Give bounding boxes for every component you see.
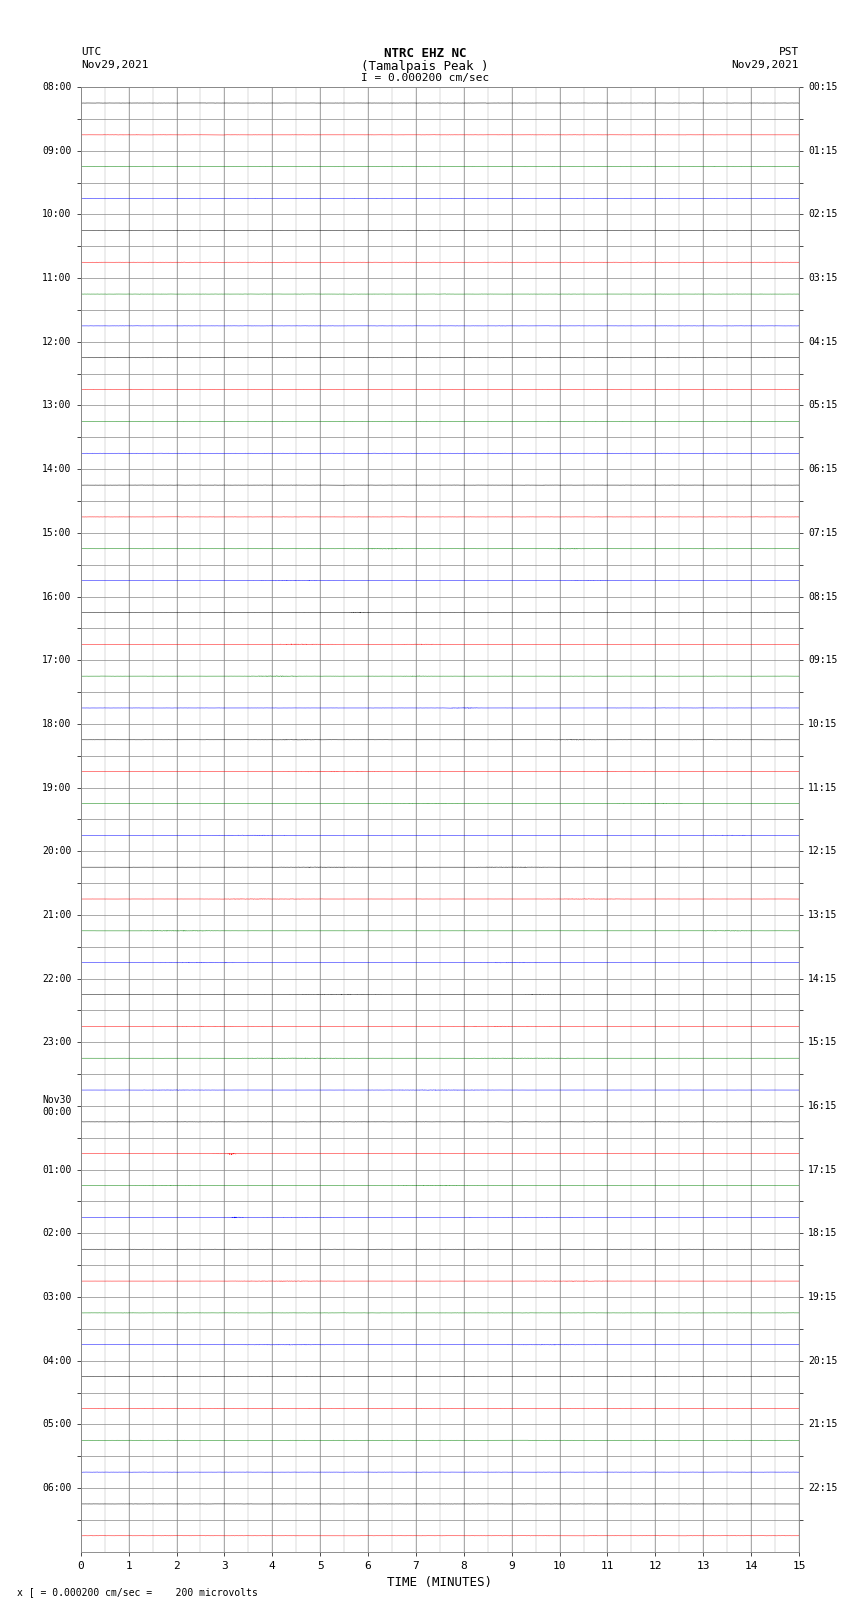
Text: Nov29,2021: Nov29,2021 xyxy=(81,60,148,69)
Text: NTRC EHZ NC: NTRC EHZ NC xyxy=(383,47,467,60)
Text: I = 0.000200 cm/sec: I = 0.000200 cm/sec xyxy=(361,73,489,82)
X-axis label: TIME (MINUTES): TIME (MINUTES) xyxy=(388,1576,492,1589)
Text: Nov29,2021: Nov29,2021 xyxy=(732,60,799,69)
Text: PST: PST xyxy=(779,47,799,56)
Text: UTC: UTC xyxy=(81,47,101,56)
Text: x [ = 0.000200 cm/sec =    200 microvolts: x [ = 0.000200 cm/sec = 200 microvolts xyxy=(17,1587,258,1597)
Text: (Tamalpais Peak ): (Tamalpais Peak ) xyxy=(361,60,489,73)
